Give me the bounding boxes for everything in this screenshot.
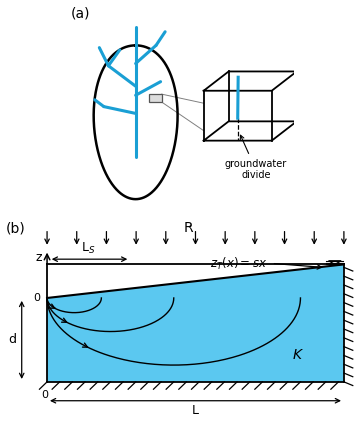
Text: groundwater
divide: groundwater divide <box>225 135 287 180</box>
Text: K: K <box>292 348 302 362</box>
Text: d: d <box>8 333 16 346</box>
Text: 0: 0 <box>42 390 49 400</box>
Text: (b): (b) <box>5 221 25 235</box>
Text: z: z <box>35 251 42 264</box>
Bar <box>149 94 162 102</box>
Text: 0: 0 <box>34 293 41 303</box>
Polygon shape <box>47 265 344 382</box>
Text: L: L <box>192 404 199 417</box>
Text: $z_T(x) = sx$: $z_T(x) = sx$ <box>210 256 267 272</box>
Polygon shape <box>47 265 344 298</box>
Polygon shape <box>329 261 341 265</box>
Text: (a): (a) <box>71 7 90 21</box>
Text: L$_S$: L$_S$ <box>81 241 96 256</box>
Text: R: R <box>184 221 193 235</box>
